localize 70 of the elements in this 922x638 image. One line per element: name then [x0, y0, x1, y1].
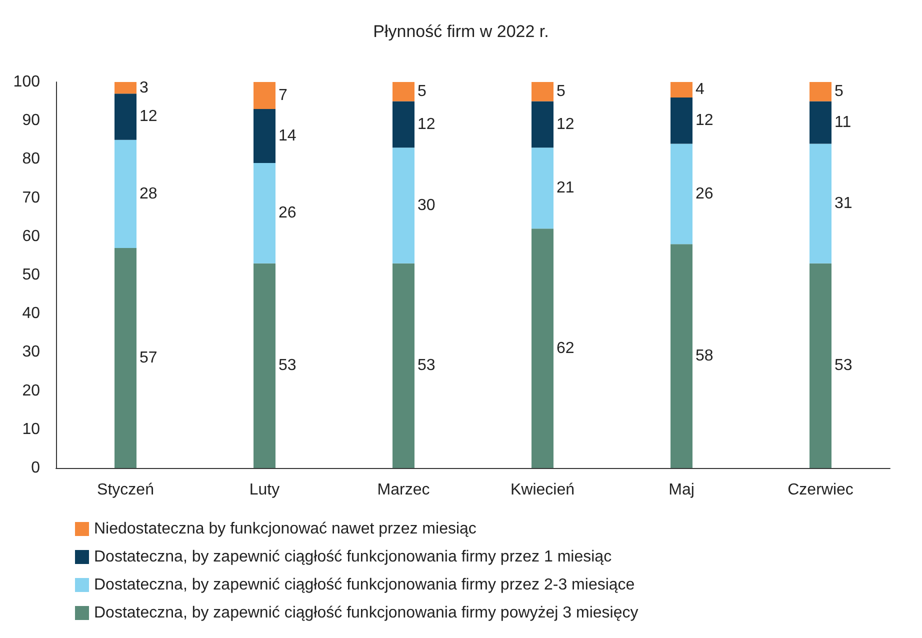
- y-tick-label: 30: [22, 344, 40, 361]
- bar: [532, 82, 554, 102]
- y-tick-label: 50: [22, 266, 40, 284]
- y-tick-label: 100: [13, 74, 40, 90]
- data-label: 12: [140, 108, 158, 126]
- bar: [532, 228, 554, 468]
- data-label: 53: [418, 357, 436, 374]
- bar: [670, 97, 692, 144]
- bar: [254, 263, 276, 468]
- bar: [114, 248, 136, 468]
- bar: [392, 101, 414, 148]
- data-label: 5: [418, 83, 426, 100]
- y-tick-label: 70: [22, 189, 40, 206]
- data-label: 26: [278, 204, 296, 222]
- data-label: 5: [556, 83, 566, 100]
- data-label: 62: [556, 340, 574, 357]
- bar: [670, 82, 692, 98]
- bar: [254, 82, 276, 110]
- bar: [810, 144, 832, 264]
- bar: [254, 163, 276, 264]
- data-label: 31: [834, 195, 852, 212]
- bar: [810, 82, 832, 102]
- bar: [392, 148, 414, 264]
- data-label: 28: [140, 185, 158, 202]
- data-label: 53: [278, 357, 296, 374]
- legend-label: Niedostateczna by funkcjonować nawet przez miesiąc: [94, 520, 476, 538]
- bar: [532, 148, 554, 229]
- data-label: 57: [140, 349, 158, 366]
- data-label: 26: [696, 185, 714, 202]
- y-tick-label: 40: [22, 305, 40, 322]
- x-tick-label: Kwiecień: [510, 482, 575, 498]
- data-label: 21: [556, 180, 574, 197]
- data-label: 4: [696, 81, 704, 98]
- x-tick-label: Maj: [668, 482, 694, 498]
- bar: [392, 82, 414, 102]
- data-label: 58: [696, 348, 714, 365]
- data-label: 7: [278, 87, 288, 104]
- data-label: 12: [418, 116, 436, 133]
- bar: [114, 82, 136, 94]
- legend-label: Dostateczna, by zapewnić ciągłość funkcjonowania firmy powyżej 3 miesięcy: [94, 604, 638, 622]
- bar: [114, 94, 136, 140]
- legend-label: Dostateczna, by zapewnić ciągłość funkcjonowania firmy przez 2-3 miesiące: [94, 576, 635, 594]
- bar: [532, 101, 554, 148]
- x-tick-label: Styczeń: [97, 482, 154, 498]
- bar: [810, 101, 832, 144]
- bar: [254, 109, 276, 164]
- x-tick-label: Luty: [249, 482, 280, 498]
- data-label: 5: [834, 83, 844, 100]
- y-tick-label: 80: [22, 150, 40, 168]
- y-tick-label: 20: [22, 382, 40, 400]
- bar: [670, 144, 692, 244]
- bar: [810, 263, 832, 468]
- data-label: 30: [418, 197, 436, 214]
- data-label: 11: [834, 114, 852, 132]
- y-tick-label: 60: [22, 228, 40, 245]
- data-label: 12: [556, 116, 574, 133]
- legend-label: Dostateczna, by zapewnić ciągłość funkcjonowania firmy przez 1 miesiąc: [94, 548, 612, 566]
- y-tick-label: 10: [22, 420, 40, 438]
- data-label: 53: [834, 357, 852, 374]
- bar: [392, 263, 414, 468]
- data-label: 12: [696, 112, 714, 130]
- data-label: 14: [278, 128, 296, 145]
- bar: [670, 244, 692, 468]
- data-label: 3: [140, 79, 148, 96]
- y-tick-label: 0: [31, 460, 40, 476]
- x-tick-label: Czerwiec: [788, 482, 854, 498]
- y-tick-label: 90: [22, 112, 40, 130]
- bar: [114, 140, 136, 248]
- chart-title: Płynność firm w 2022 r.: [373, 22, 549, 41]
- x-tick-label: Marzec: [377, 482, 430, 498]
